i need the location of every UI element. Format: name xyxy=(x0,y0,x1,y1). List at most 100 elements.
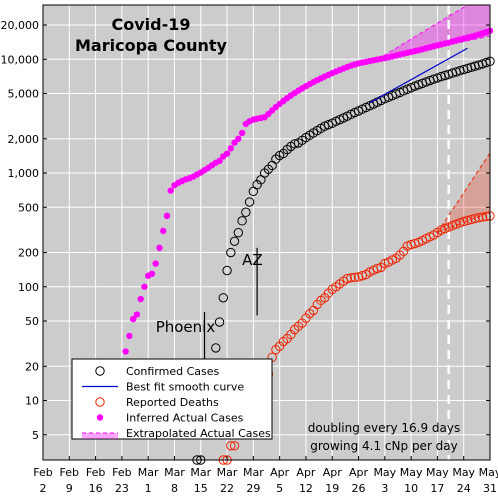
confirmed-case-point xyxy=(222,265,232,276)
legend-marker-2 xyxy=(95,397,105,407)
x-tick-day: 23 xyxy=(115,482,129,495)
confirmed-case-point xyxy=(237,216,247,226)
confirmed-case-point xyxy=(211,343,221,353)
y-tick-label: 5,000 xyxy=(8,88,40,101)
x-tick-day: 31 xyxy=(483,482,497,495)
x-tick-day: 9 xyxy=(66,482,73,495)
y-tick-label: 100 xyxy=(18,281,39,294)
x-tick-month: Mar xyxy=(138,466,159,479)
confirmed-case-point xyxy=(289,139,300,149)
extrapolation-band xyxy=(377,5,490,60)
inferred-case-point xyxy=(152,260,159,267)
x-tick-month: Mar xyxy=(190,466,211,479)
x-tick-month: Feb xyxy=(60,466,79,479)
x-tick-day: 2 xyxy=(40,482,47,495)
x-tick-day: 10 xyxy=(404,482,418,495)
reported-death-point xyxy=(350,272,360,283)
chart-title: Covid-19 Maricopa County xyxy=(75,15,228,55)
y-tick-label: 20,000 xyxy=(1,19,40,32)
inferred-case-point xyxy=(126,332,133,340)
x-tick-day: 12 xyxy=(299,482,313,495)
inferred-case-point xyxy=(216,157,223,165)
growth-notes: doubling every 16.9 days growing 4.1 cNp… xyxy=(308,421,460,453)
inferred-case-point xyxy=(227,145,235,152)
inferred-case-point xyxy=(148,270,156,278)
x-tick-month: Feb xyxy=(112,466,131,479)
inferred-case-point xyxy=(133,311,141,318)
y-tick-label: 10 xyxy=(25,395,39,408)
confirmed-case-point xyxy=(241,207,251,217)
legend-label-3: Inferred Actual Cases xyxy=(126,412,244,425)
confirmed-case-point xyxy=(233,227,244,238)
legend: Confirmed Cases Best fit smooth curve Repo… xyxy=(71,358,273,440)
x-tick-month: May xyxy=(479,466,498,479)
inferred-case-point xyxy=(141,283,148,290)
x-tick-month: May xyxy=(426,466,449,479)
inferred-case-point xyxy=(129,315,137,323)
reported-death-point xyxy=(357,271,367,281)
x-tick-month: Feb xyxy=(86,466,105,479)
legend-label-4: Extrapolated Actual Cases xyxy=(126,427,271,440)
inferred-case-point xyxy=(235,135,242,142)
x-tick-day: 1 xyxy=(145,482,152,495)
y-tick-label: 5 xyxy=(32,429,39,442)
x-tick-month: Apr xyxy=(296,466,316,479)
inferred-case-point xyxy=(167,187,174,194)
x-tick-month: Mar xyxy=(243,466,264,479)
reported-death-point xyxy=(342,273,352,284)
legend-box xyxy=(71,358,273,440)
note-growing: growing 4.1 cNp per day xyxy=(310,439,458,453)
x-tick-day: 3 xyxy=(381,482,388,495)
x-tick-month: Apr xyxy=(349,466,369,479)
legend-marker-0 xyxy=(95,366,105,376)
title-line-1: Covid-19 xyxy=(111,15,190,34)
extrapolation-upper-line xyxy=(436,152,491,233)
reported-death-point xyxy=(226,441,236,451)
x-tick-month: Apr xyxy=(323,466,343,479)
inferred-case-point xyxy=(163,212,171,220)
x-tick-day: 19 xyxy=(325,482,339,495)
y-tick-label: 10,000 xyxy=(1,53,40,66)
x-tick-day: 29 xyxy=(246,482,260,495)
inferred-case-point xyxy=(137,295,144,303)
y-tick-label: 200 xyxy=(18,247,39,260)
axes: 5 10 20 50 100 200 500 1,000 2,000 5,000 10,000 20,… xyxy=(1,19,498,495)
inferred-case-point xyxy=(122,348,129,355)
annotations: Phoenix AZ xyxy=(156,247,263,375)
reported-death-point xyxy=(459,216,469,227)
y-tick-label: 1,000 xyxy=(8,167,40,180)
inferred-case-point xyxy=(160,227,167,235)
reported-death-point xyxy=(462,215,473,226)
inferred-case-point xyxy=(156,244,163,252)
x-tick-day: 22 xyxy=(220,482,234,495)
x-tick-month: May xyxy=(373,466,396,479)
reported-death-point xyxy=(229,441,240,451)
confirmed-case-point xyxy=(226,247,236,258)
x-tick-month: Feb xyxy=(33,466,52,479)
x-tick-month: Mar xyxy=(217,466,238,479)
x-tick-month: May xyxy=(452,466,475,479)
best-fit-line xyxy=(369,47,468,104)
reported-death-point xyxy=(477,212,488,222)
legend-marker-3 xyxy=(96,414,104,421)
x-tick-day: 15 xyxy=(194,482,208,495)
reported-death-point xyxy=(466,214,476,225)
y-tick-label: 20 xyxy=(25,360,39,373)
reported-death-point xyxy=(474,212,484,223)
x-tick-day: 26 xyxy=(352,482,366,495)
extrapolation-upper-line xyxy=(377,4,468,60)
note-doubling: doubling every 16.9 days xyxy=(308,421,460,435)
legend-label-2: Reported Deaths xyxy=(126,396,219,409)
confirmed-case-point xyxy=(229,236,240,247)
x-tick-day: 24 xyxy=(457,482,471,495)
x-tick-month: Apr xyxy=(270,466,290,479)
extrapolation-bands xyxy=(377,4,491,460)
x-tick-day: 8 xyxy=(171,482,178,495)
confirmed-case-point xyxy=(244,197,255,207)
x-tick-day: 16 xyxy=(89,482,103,495)
legend-label-1: Best fit smooth curve xyxy=(126,381,244,394)
confirmed-case-point xyxy=(214,317,225,327)
x-tick-day: 17 xyxy=(430,482,444,495)
annotation-az: AZ xyxy=(242,251,263,269)
